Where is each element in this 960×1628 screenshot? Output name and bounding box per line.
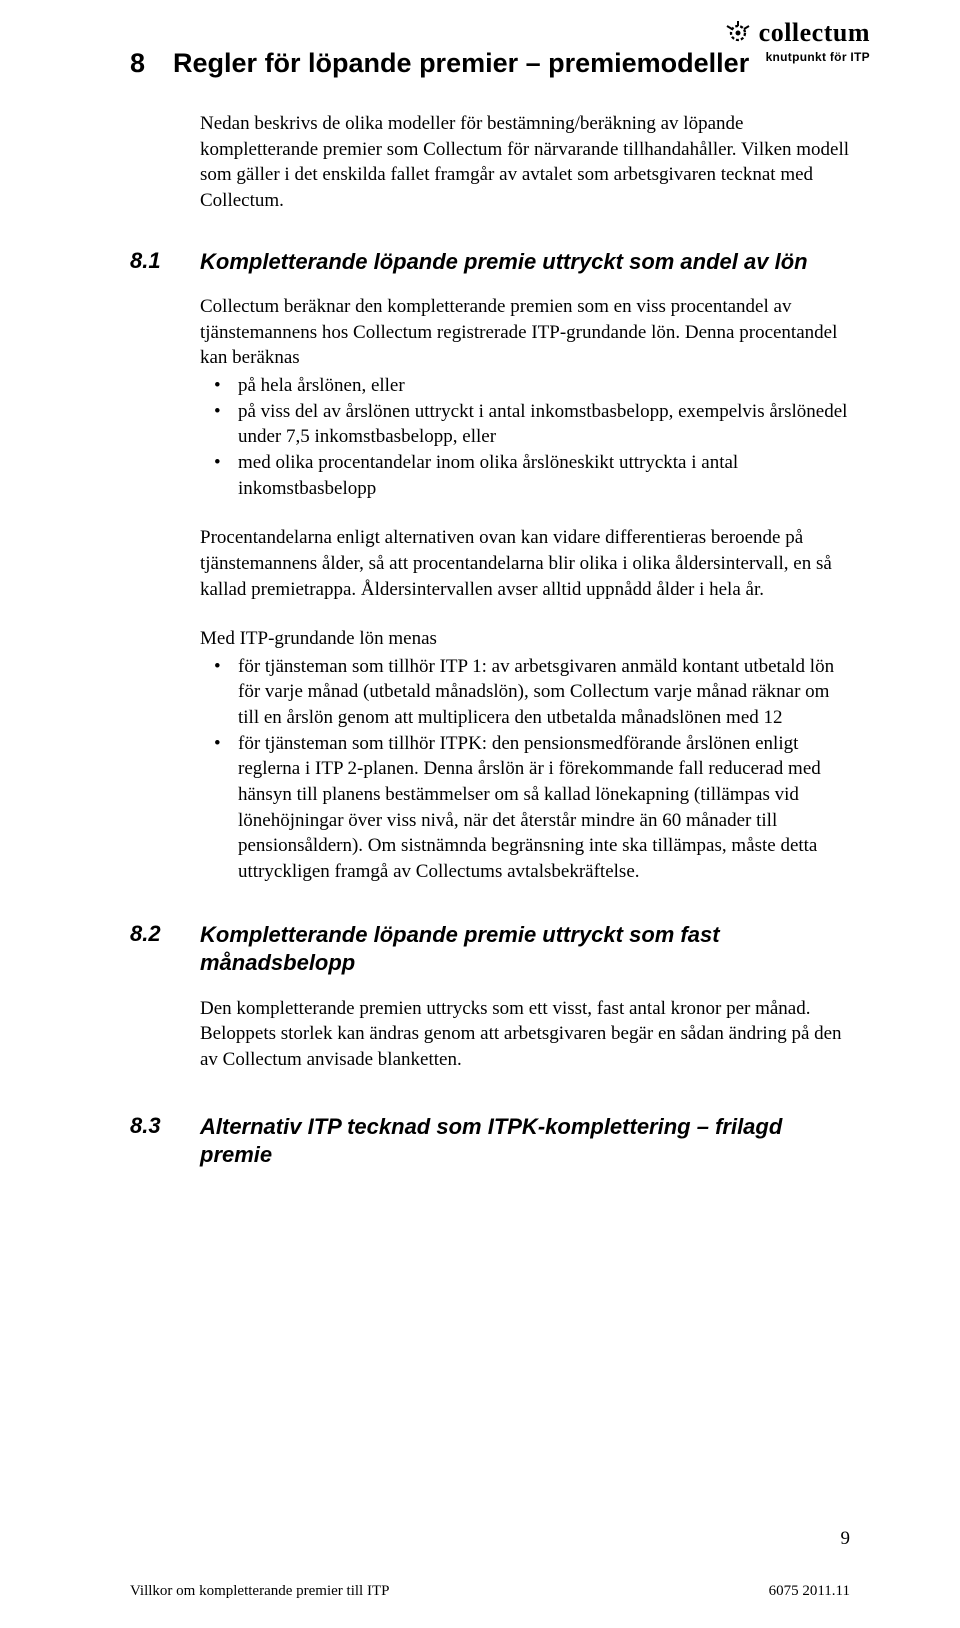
heading-81: 8.1 Kompletterande löpande premie uttryc… <box>130 248 850 277</box>
footer-left: Villkor om kompletterande premier till I… <box>130 1583 389 1600</box>
para-81-2: Procentandelarna enligt alternativen ova… <box>200 525 850 602</box>
bullets-81-2: för tjänsteman som tillhör ITP 1: av arb… <box>200 654 850 885</box>
page-footer: Villkor om kompletterande premier till I… <box>130 1583 850 1600</box>
heading-82: 8.2 Kompletterande löpande premie uttryc… <box>130 921 850 978</box>
list-item: på viss del av årslönen uttryckt i antal… <box>200 399 850 450</box>
intro-paragraph: Nedan beskrivs de olika modeller för bes… <box>200 111 850 214</box>
heading-83-title: Alternativ ITP tecknad som ITPK-komplett… <box>200 1113 850 1170</box>
para-81-3: Med ITP-grundande lön menas <box>200 626 850 652</box>
brand-logo: collectum knutpunkt för ITP <box>723 18 870 64</box>
list-item: för tjänsteman som tillhör ITPK: den pen… <box>200 731 850 885</box>
list-item: med olika procentandelar inom olika årsl… <box>200 450 850 501</box>
page-number: 9 <box>841 1528 851 1550</box>
bullets-81-1: på hela årslönen, eller på viss del av å… <box>200 373 850 501</box>
heading-82-number: 8.2 <box>130 921 176 978</box>
section-82-body: Den kompletterande premien uttrycks som … <box>200 996 850 1073</box>
para-81-1: Collectum beräknar den kompletterande pr… <box>200 294 850 371</box>
heading-81-title: Kompletterande löpande premie uttryckt s… <box>200 248 850 277</box>
logo-text: collectum <box>759 18 870 48</box>
heading-81-number: 8.1 <box>130 248 176 277</box>
heading-8-number: 8 <box>130 48 145 79</box>
logo-tagline: knutpunkt för ITP <box>723 50 870 64</box>
para-82-1: Den kompletterande premien uttrycks som … <box>200 996 850 1073</box>
heading-82-title: Kompletterande löpande premie uttryckt s… <box>200 921 850 978</box>
section-8-intro: Nedan beskrivs de olika modeller för bes… <box>200 111 850 214</box>
section-81-body: Collectum beräknar den kompletterande pr… <box>200 294 850 884</box>
footer-right: 6075 2011.11 <box>769 1583 850 1600</box>
list-item: för tjänsteman som tillhör ITP 1: av arb… <box>200 654 850 731</box>
heading-83-number: 8.3 <box>130 1113 176 1170</box>
logo-icon <box>723 18 753 48</box>
list-item: på hela årslönen, eller <box>200 373 850 399</box>
heading-83: 8.3 Alternativ ITP tecknad som ITPK-komp… <box>130 1113 850 1170</box>
